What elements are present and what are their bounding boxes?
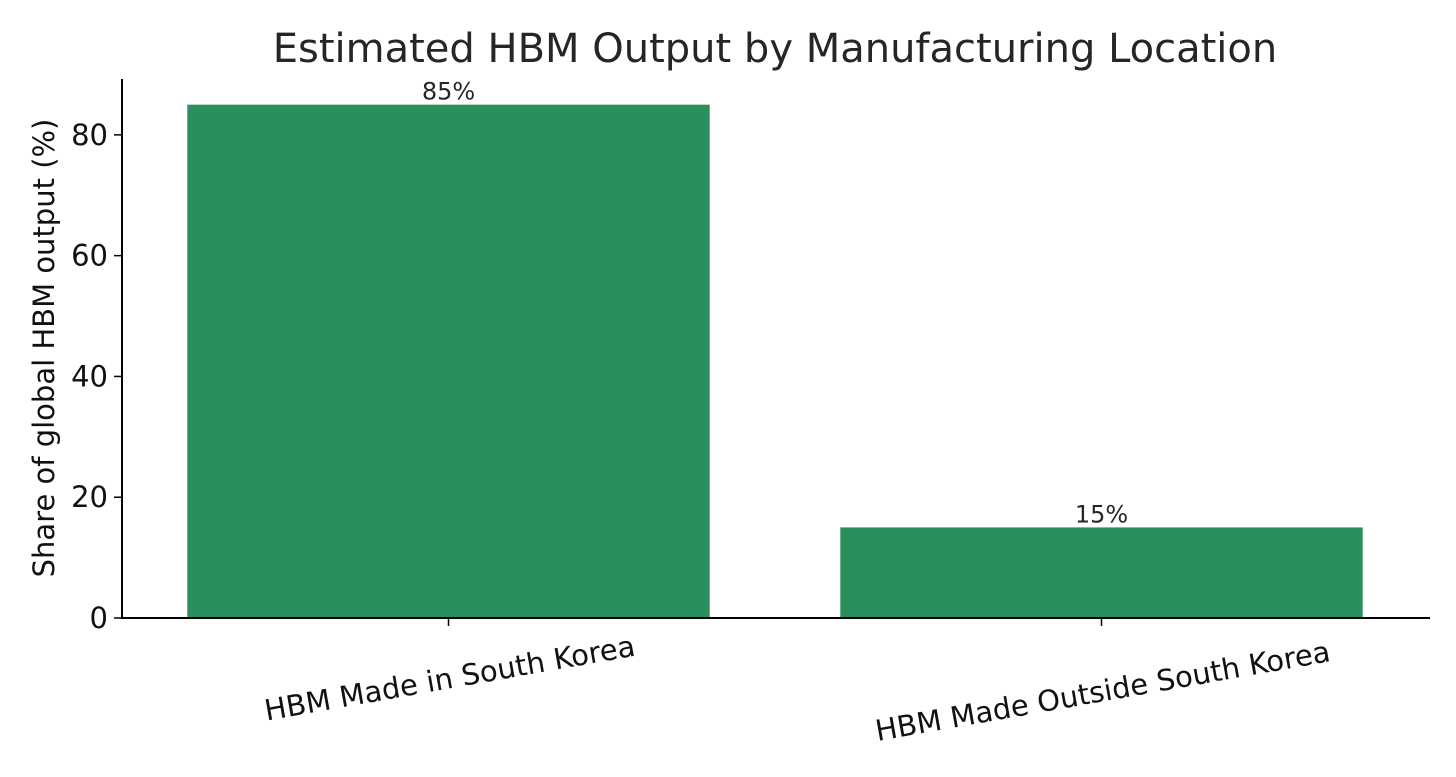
- bar: [840, 527, 1363, 618]
- bar-value-label: 15%: [1075, 500, 1128, 528]
- y-tick-label: 60: [71, 239, 108, 273]
- chart-title: Estimated HBM Output by Manufacturing Lo…: [273, 26, 1278, 72]
- bar: [187, 104, 710, 618]
- y-tick-label: 80: [71, 118, 108, 152]
- bar-value-label: 85%: [422, 78, 475, 106]
- x-tick-label: HBM Made Outside South Korea: [873, 634, 1333, 748]
- y-tick-label: 20: [71, 480, 108, 514]
- y-tick-label: 0: [90, 601, 108, 635]
- y-tick-label: 40: [71, 359, 108, 393]
- x-tick-label: HBM Made in South Korea: [262, 629, 638, 728]
- y-axis-label: Share of global HBM output (%): [27, 119, 61, 578]
